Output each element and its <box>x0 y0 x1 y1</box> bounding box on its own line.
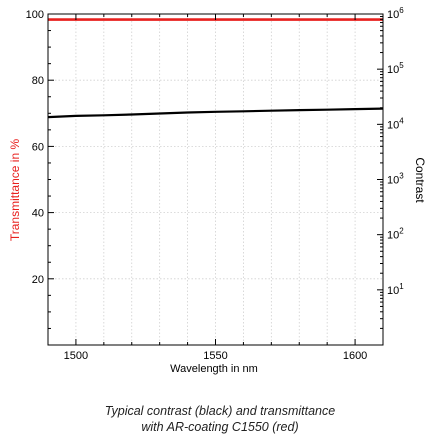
y2-tick-label: 102 <box>387 227 404 242</box>
x-tick-label: 1550 <box>203 350 227 362</box>
y2-tick-label: 105 <box>387 61 404 76</box>
contrast-line <box>47 107 384 119</box>
y2-axis-label: Contrast <box>413 157 427 203</box>
y-axis-label: Transmittance in % <box>8 139 22 242</box>
x-tick-label: 1500 <box>64 350 88 362</box>
y2-tick-label: 106 <box>387 6 404 21</box>
y-tick-label: 100 <box>26 9 44 21</box>
y-tick-label: 60 <box>32 141 44 153</box>
chart: 1500 1550 1600 20 40 60 80 100 101 102 103 104 105 10… <box>8 6 427 375</box>
chart-ticks: 1500 1550 1600 20 40 60 80 100 101 102 103 104 105 10… <box>26 6 405 362</box>
x-axis-label: Wavelength in nm <box>170 363 258 375</box>
x-tick-label: 1600 <box>343 350 367 362</box>
caption-line-2: with AR-coating C1550 (red) <box>141 420 299 434</box>
y2-tick-label: 101 <box>387 282 404 297</box>
y2-tick-label: 103 <box>387 172 404 187</box>
y2-tick-label: 104 <box>387 116 404 131</box>
chart-grid <box>47 13 384 345</box>
y-tick-label: 80 <box>32 75 44 87</box>
y-tick-label: 20 <box>32 274 44 286</box>
y-tick-label: 40 <box>32 208 44 220</box>
caption-line-1: Typical contrast (black) and transmittan… <box>104 404 336 418</box>
